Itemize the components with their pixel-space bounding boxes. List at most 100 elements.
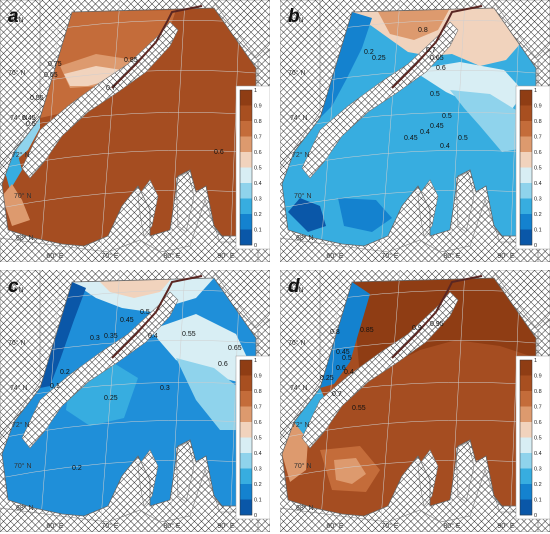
transect-line <box>111 275 203 359</box>
colorbar-tick-label: 0.8 <box>254 119 262 125</box>
contour-label: 0.45 <box>430 123 444 130</box>
contour-zone <box>320 282 370 388</box>
contour-zone <box>338 198 392 232</box>
contour-zone <box>450 90 524 152</box>
panel-label: d <box>288 276 300 297</box>
colorbar-swatch <box>240 167 252 184</box>
contour-label: 0.6 <box>336 365 346 372</box>
land-mass <box>211 270 270 329</box>
land-mass <box>280 0 321 169</box>
map-svg-d: 0.8 0.85 0.90.950.450.50.60.40.250.70.5578… <box>280 270 550 532</box>
contour-label: 0.7 <box>426 47 436 54</box>
colorbar-swatch <box>240 484 252 500</box>
land-mass <box>417 449 439 507</box>
colorbar-swatch <box>240 375 252 392</box>
colorbar-tick-label: 0.4 <box>254 181 262 187</box>
colorbar-swatch <box>240 360 252 376</box>
colorbar-swatch <box>520 391 532 407</box>
colorbar-tick-label: 0.8 <box>254 389 262 395</box>
contour-zone <box>96 278 172 298</box>
colorbar-swatch <box>520 214 532 230</box>
latitude-label: 74° N <box>10 384 28 392</box>
colorbar-swatch <box>520 422 532 438</box>
colorbar-tick-label: 0.4 <box>534 181 542 187</box>
land-mass <box>137 449 159 507</box>
map-panel-c: 0.45 0.5 0.55 0.6 0.4 0.35 0.3 0.2 0.1 0.25 0.65 0.… <box>0 270 270 532</box>
colorbar-tick-label: 0.2 <box>534 482 542 488</box>
colorbar-tick-label: 1 <box>534 358 537 364</box>
map-panel-b: 0.8 0.7 0.65 0.6 0.5 0.45 0.4 0.5 0.5 0.4 0.45 0.2 0… <box>280 0 550 262</box>
contour-label: 0.45 <box>404 135 418 142</box>
contour-zone <box>176 358 246 430</box>
colorbar-swatch <box>240 152 252 168</box>
longitude-label: 70° E <box>101 252 119 260</box>
land-mass <box>280 199 543 262</box>
panel-label: b <box>288 6 300 27</box>
colorbar-swatch <box>520 499 532 516</box>
colorbar-tick-label: 0.4 <box>254 451 262 457</box>
longitude-label: 70° E <box>381 522 399 530</box>
contour-label: 0.5 <box>140 309 150 316</box>
colorbar-swatch <box>520 468 532 485</box>
colorbar-tick-label: 0 <box>534 243 537 249</box>
land-mass <box>491 270 550 329</box>
contour-label: 0.45 <box>120 317 134 324</box>
land-mass <box>491 0 550 59</box>
colorbar-swatch <box>520 229 532 246</box>
contour-label: 0.8 <box>330 329 340 336</box>
colorbar-tick-label: 0.5 <box>254 436 262 442</box>
contour-label: 0.2 <box>72 465 82 472</box>
contour-label: 0.95 <box>430 321 444 328</box>
contour-label: 0.25 <box>104 395 118 402</box>
contour-label: 0.3 <box>90 335 100 342</box>
colorbar-tick-label: 0.7 <box>254 135 262 141</box>
latitude-label: 70° N <box>14 462 32 470</box>
latitude-label: 78° N <box>6 286 24 294</box>
colorbar-tick-label: 0.1 <box>534 228 542 234</box>
colorbar: 1 0.9 0.8 0.7 0.6 0.5 0.4 0.3 0.2 0.1 0 <box>235 85 270 250</box>
longitude-label: 70° E <box>101 522 119 530</box>
transect-line <box>391 5 483 89</box>
longitude-label: 80° E <box>443 522 461 530</box>
colorbar-tick-label: 0.3 <box>534 197 542 203</box>
contour-label: 0.7 <box>106 85 116 92</box>
colorbar-tick-label: 0.4 <box>534 451 542 457</box>
contour-label: 0.35 <box>104 333 118 340</box>
contour-zone <box>334 458 366 484</box>
colorbar-tick-label: 0.6 <box>534 420 542 426</box>
colorbar-tick-label: 0.7 <box>534 405 542 411</box>
contour-label: 0.5 <box>458 135 468 142</box>
panel-label: c <box>8 276 19 297</box>
colorbar-swatch <box>520 105 532 122</box>
land-mass <box>0 270 41 439</box>
contour-label: 0.5 <box>26 121 36 128</box>
colorbar-swatch <box>240 406 252 423</box>
map-svg-b: 0.80.70.650.60.50.450.40.50.50.40.450.20… <box>280 0 550 262</box>
contour-label: 0.85 <box>360 327 374 334</box>
colorbar-swatch <box>520 152 532 168</box>
contour-label: 0.6 <box>214 149 224 156</box>
colorbar-swatch <box>240 437 252 454</box>
colorbar: 1 0.9 0.8 0.7 0.6 0.5 0.4 0.3 0.2 0.1 0 <box>515 355 550 520</box>
colorbar-swatch <box>520 198 532 215</box>
colorbar-swatch <box>240 90 252 106</box>
colorbar: 1 0.9 0.8 0.7 0.6 0.5 0.4 0.3 0.2 0.1 0 <box>515 85 550 250</box>
land-mass <box>0 469 263 532</box>
latitude-label: 72° N <box>292 421 310 429</box>
colorbar-swatch <box>240 136 252 153</box>
longitude-label: 60° E <box>326 522 344 530</box>
colorbar-tick-label: 0.3 <box>254 467 262 473</box>
panel-label: a <box>8 6 19 27</box>
contour-zone <box>4 148 22 190</box>
longitude-label: 90° E <box>217 252 235 260</box>
longitude-label: 60° E <box>46 522 64 530</box>
colorbar-tick-label: 0 <box>534 513 537 519</box>
contour-zone <box>376 8 450 40</box>
longitude-label: 90° E <box>497 252 515 260</box>
land-mass <box>0 199 263 262</box>
colorbar-tick-label: 0.2 <box>534 212 542 218</box>
latitude-label: 70° N <box>294 462 312 470</box>
colorbar-swatch <box>520 136 532 153</box>
